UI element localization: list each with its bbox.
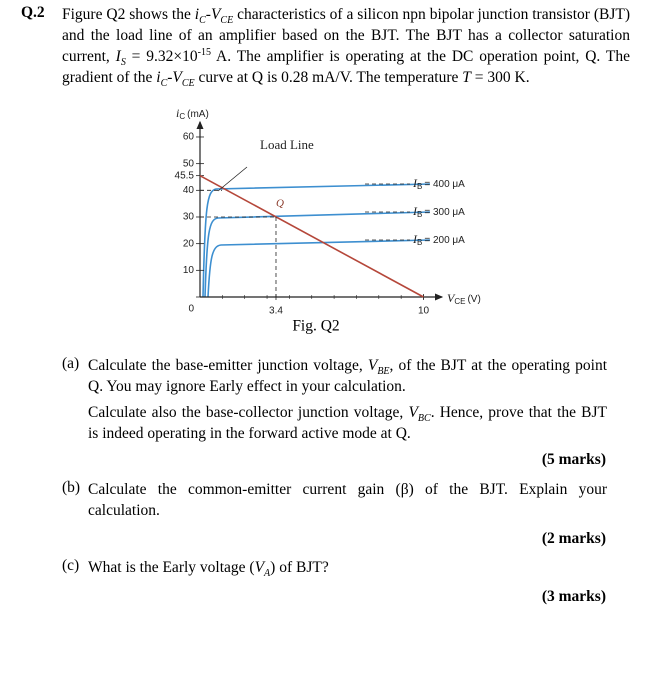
y-tick-label: 50 — [183, 158, 195, 169]
y-tick-label: 40 — [183, 185, 195, 196]
y-tick-label: 0 — [188, 304, 194, 315]
label-symbol: I — [412, 176, 418, 190]
y-tick-label: 45.5 — [175, 170, 195, 181]
text-run: CE — [220, 15, 234, 27]
part-marks: (3 marks) — [541, 588, 606, 605]
text-run: - — [205, 6, 211, 23]
text-run: CE — [181, 78, 195, 90]
text-run: - — [167, 69, 173, 86]
label-text: (mA) — [187, 109, 209, 120]
label-text: = 300 μA — [424, 207, 465, 218]
text-run: = 9.32×10 — [125, 48, 198, 65]
text-run: Figure Q2 shows the — [62, 6, 195, 23]
label-text: (V) — [467, 294, 480, 305]
text-run: V — [172, 69, 182, 86]
x-axis-label: VCE (V) — [447, 291, 481, 306]
part-paragraph: What is the Early voltage (VA) of BJT? — [88, 557, 607, 580]
text-run: curve at Q is 0.28 mA/V. The temperature — [194, 69, 463, 86]
text-run: V — [367, 357, 378, 374]
text-run: ) of BJT? — [270, 559, 329, 576]
text-run: What is the Early voltage ( — [88, 559, 255, 576]
label-text: = 400 μA — [424, 179, 465, 190]
text-run: Calculate also the base-collector juncti… — [88, 404, 409, 421]
text-run: i — [194, 6, 200, 23]
x-tick-label: 10 — [418, 306, 430, 317]
text-run: V — [254, 559, 265, 576]
text-run: C — [160, 78, 168, 90]
curve-label: IB = 200 μA — [412, 232, 465, 247]
text-run: T — [462, 69, 471, 86]
label-subscript: B — [417, 182, 422, 191]
text-run: . Hence, prove that the BJT is indeed op… — [88, 404, 608, 442]
text-run: Calculate the common-emitter current gai… — [88, 481, 607, 519]
label-symbol: I — [412, 232, 418, 246]
label-text: = 200 μA — [424, 235, 465, 246]
label-symbol: i — [176, 106, 179, 120]
question-intro: Figure Q2 shows the iC-VCE characteristi… — [62, 4, 631, 90]
part-marks: (5 marks) — [541, 451, 606, 468]
text-run: = 300 K. — [470, 69, 530, 86]
part-label: (a) — [62, 355, 80, 372]
text-run: Calculate the base-emitter junction volt… — [88, 357, 368, 374]
load-line-pointer — [217, 166, 248, 192]
x-tick-label: 3.4 — [269, 306, 283, 317]
label-subscript: CE — [454, 297, 465, 306]
text-run: V — [210, 6, 221, 23]
y-tick-label: 60 — [183, 132, 195, 143]
operating-point-label: Q — [276, 198, 284, 210]
characteristic-curve — [202, 183, 431, 298]
text-run: I — [115, 48, 121, 65]
part-marks: (2 marks) — [541, 530, 606, 547]
part-label: (b) — [62, 479, 81, 496]
text-run: C — [199, 15, 206, 27]
text-run: BE — [377, 366, 390, 378]
load-line-label: Load Line — [260, 137, 314, 152]
curve-label: IB = 300 μA — [412, 204, 465, 219]
load-line — [199, 174, 424, 298]
text-run: A. The amplifier is operating at the DC … — [62, 48, 631, 86]
y-tick-label: 20 — [183, 238, 195, 249]
label-symbol: I — [412, 204, 418, 218]
y-axis-label: iC (mA) — [176, 106, 209, 121]
figure-caption: Fig. Q2 — [292, 318, 339, 335]
curve-label: IB = 400 μA — [412, 176, 465, 191]
characteristic-curve — [204, 211, 431, 298]
part-paragraph: Calculate the common-emitter current gai… — [88, 479, 607, 521]
text-run: S — [120, 57, 126, 69]
question-number: Q.2 — [21, 4, 45, 21]
characteristic-curve — [207, 239, 431, 298]
y-tick-label: 10 — [183, 265, 195, 276]
label-subscript: B — [417, 238, 422, 247]
text-run: i — [156, 69, 161, 86]
label-subscript: B — [417, 210, 422, 219]
label-symbol: V — [447, 291, 456, 305]
text-run: characteristics of a silicon npn bipolar… — [62, 6, 630, 65]
part-paragraph: Calculate the base-emitter junction volt… — [88, 355, 607, 397]
label-subscript: C — [179, 112, 185, 121]
text-run: A — [264, 568, 271, 580]
text-run: BC — [417, 413, 431, 425]
part-label: (c) — [62, 557, 80, 574]
text-run: V — [408, 404, 418, 421]
y-tick-label: 30 — [183, 212, 195, 223]
text-run: , of the BJT at the operating point Q. Y… — [88, 357, 607, 395]
part-paragraph: Calculate also the base-collector juncti… — [88, 402, 607, 444]
text-run: -15 — [197, 46, 212, 58]
